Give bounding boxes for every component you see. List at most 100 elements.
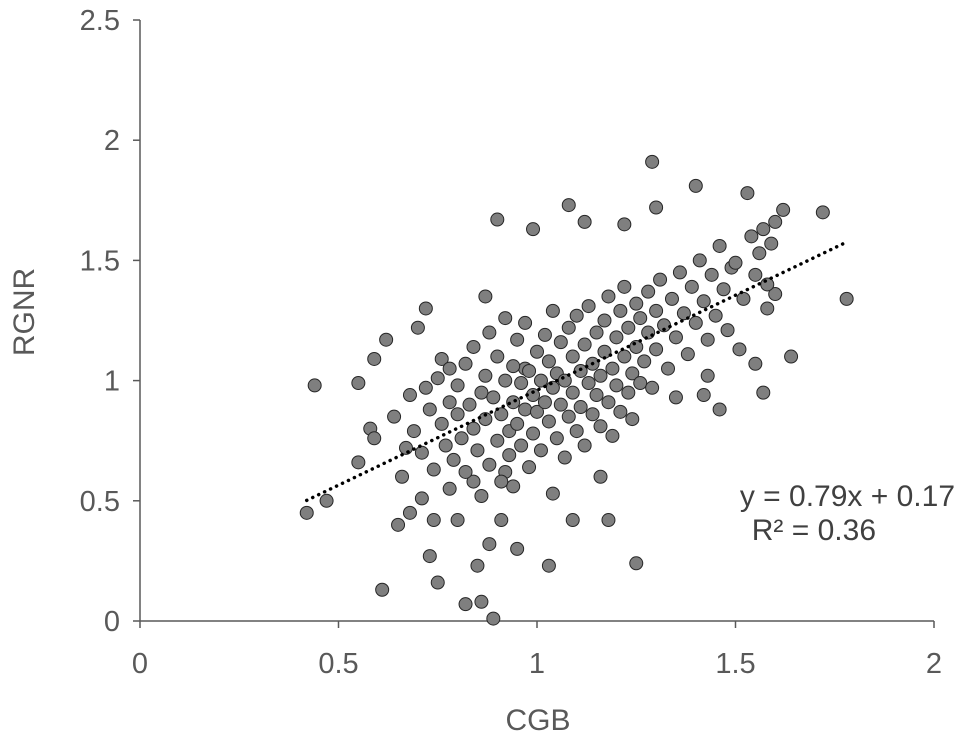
- data-point: [506, 479, 521, 494]
- data-point: [625, 412, 640, 427]
- data-point: [688, 178, 703, 193]
- data-point: [458, 597, 473, 612]
- data-point: [672, 265, 687, 280]
- data-point: [732, 342, 747, 357]
- data-point: [653, 272, 668, 287]
- data-point: [410, 320, 425, 335]
- y-tick-label: 2: [104, 125, 120, 157]
- data-point: [649, 200, 664, 215]
- data-point: [458, 356, 473, 371]
- data-point: [728, 255, 743, 270]
- data-point: [490, 349, 505, 364]
- data-point: [601, 289, 616, 304]
- data-point: [442, 395, 457, 410]
- data-point: [613, 404, 628, 419]
- data-point: [470, 558, 485, 573]
- r-squared-label: R² = 0.36: [752, 514, 876, 547]
- data-point: [430, 371, 445, 386]
- data-point: [768, 214, 783, 229]
- data-point: [756, 222, 771, 237]
- data-point: [526, 426, 541, 441]
- data-point: [609, 330, 624, 345]
- data-point: [470, 443, 485, 458]
- data-point: [486, 390, 501, 405]
- data-point: [474, 385, 489, 400]
- data-point: [494, 513, 509, 528]
- data-point: [601, 395, 616, 410]
- data-point: [756, 385, 771, 400]
- data-point: [621, 385, 636, 400]
- data-point: [490, 212, 505, 227]
- data-point: [398, 440, 413, 455]
- data-point: [768, 287, 783, 302]
- data-point: [541, 558, 556, 573]
- data-point: [458, 464, 473, 479]
- data-point: [649, 342, 664, 357]
- data-point: [426, 462, 441, 477]
- data-point: [522, 363, 537, 378]
- data-point: [454, 431, 469, 446]
- data-point: [764, 236, 779, 251]
- data-point: [637, 354, 652, 369]
- x-tick-label: 0: [132, 648, 148, 680]
- data-point: [565, 513, 580, 528]
- data-point: [617, 349, 632, 364]
- data-point: [522, 460, 537, 475]
- data-point: [688, 315, 703, 330]
- data-point: [549, 431, 564, 446]
- data-point: [510, 541, 525, 556]
- data-point: [351, 376, 366, 391]
- data-point: [482, 325, 497, 340]
- y-axis-title: RGNR: [8, 268, 41, 356]
- data-point: [577, 337, 592, 352]
- x-tick-label: 2: [926, 648, 942, 680]
- data-point: [422, 402, 437, 417]
- data-point: [518, 402, 533, 417]
- data-point: [434, 416, 449, 431]
- data-point: [760, 301, 775, 316]
- data-point: [367, 351, 382, 366]
- data-point: [450, 378, 465, 393]
- data-point: [506, 359, 521, 374]
- data-point: [629, 296, 644, 311]
- data-point: [605, 361, 620, 376]
- data-point: [684, 279, 699, 294]
- data-point: [621, 320, 636, 335]
- data-point: [740, 186, 755, 201]
- data-point: [474, 488, 489, 503]
- y-tick-label: 1: [104, 366, 120, 398]
- x-axis-title: CGB: [505, 704, 570, 737]
- data-point: [514, 438, 529, 453]
- data-point: [696, 388, 711, 403]
- data-point: [565, 385, 580, 400]
- data-point: [375, 582, 390, 597]
- tick-marks: [133, 19, 935, 628]
- data-point: [442, 481, 457, 496]
- data-point: [526, 222, 541, 237]
- data-point: [502, 448, 517, 463]
- data-point: [466, 339, 481, 354]
- data-point: [553, 335, 568, 350]
- data-point: [406, 424, 421, 439]
- data-point: [585, 407, 600, 422]
- data-point: [506, 395, 521, 410]
- data-point: [625, 366, 640, 381]
- data-point: [641, 284, 656, 299]
- trendline: [304, 240, 849, 503]
- data-point: [708, 308, 723, 323]
- data-point: [716, 282, 731, 297]
- data-point: [815, 205, 830, 220]
- data-point: [704, 267, 719, 282]
- data-point: [434, 351, 449, 366]
- data-point: [498, 373, 513, 388]
- data-point: [569, 424, 584, 439]
- data-point: [649, 303, 664, 318]
- x-tick-label: 0.5: [318, 648, 358, 680]
- y-tick-label: 0: [104, 606, 120, 638]
- data-point: [478, 368, 493, 383]
- data-point: [617, 279, 632, 294]
- data-point: [593, 419, 608, 434]
- data-point: [530, 344, 544, 359]
- y-tick-label: 0.5: [80, 486, 120, 518]
